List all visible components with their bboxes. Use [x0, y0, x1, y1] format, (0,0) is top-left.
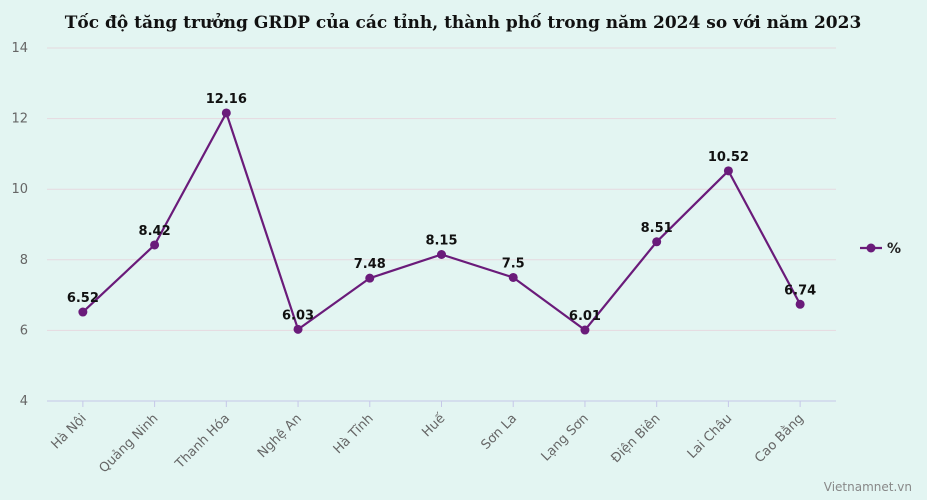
x-tick-label: Hà Tĩnh — [331, 411, 377, 457]
x-tick-label: Nghệ An — [255, 411, 305, 461]
x-tick-label: Cao Bằng — [752, 411, 807, 466]
x-tick-label: Lai Châu — [685, 411, 736, 462]
data-label: 6.74 — [784, 283, 816, 298]
data-point — [652, 237, 662, 247]
x-tick-label: Huế — [419, 411, 448, 440]
legend[interactable]: % — [860, 241, 901, 257]
data-label: 12.16 — [206, 92, 247, 107]
series-line — [82, 111, 802, 332]
grid-lines — [47, 47, 836, 331]
y-tick-label-14: 14 — [11, 41, 28, 56]
data-label: 8.15 — [425, 234, 457, 249]
y-tick-label-10: 10 — [11, 182, 28, 197]
data-label: 6.52 — [67, 291, 99, 306]
data-point — [795, 299, 805, 309]
data-point — [365, 273, 375, 283]
data-point — [78, 307, 88, 317]
data-label: 7.5 — [502, 256, 525, 271]
source-credit: Vietnamnet.vn — [824, 480, 912, 494]
legend-marker — [866, 243, 876, 253]
x-tick-label: Quảng Ninh — [96, 411, 161, 476]
data-point — [150, 240, 160, 250]
data-point — [723, 166, 733, 176]
axes: 4 6 8 10 12 14 Hà Nội Quảng Ninh Thanh Hóa Nghệ A… — [11, 41, 836, 476]
series-layer — [78, 108, 805, 335]
data-point — [580, 325, 590, 335]
data-point — [293, 324, 303, 334]
y-tick-label-8: 8 — [20, 253, 28, 268]
x-tick-label: Lạng Sơn — [539, 411, 592, 464]
x-tick-label: Sơn La — [478, 411, 520, 453]
y-tick-label-4: 4 — [20, 394, 28, 409]
data-label: 10.52 — [708, 150, 749, 165]
y-tick-label-12: 12 — [11, 112, 28, 127]
data-label: 6.01 — [569, 309, 601, 324]
x-tick-label: Hà Nội — [49, 411, 90, 452]
legend-label: % — [887, 241, 901, 257]
data-point — [437, 250, 446, 260]
data-labels: 6.52 8.42 12.16 6.03 7.48 8.15 7.5 6.01 8.51 10.5… — [67, 92, 816, 324]
x-tick-label: Điện Biên — [608, 411, 663, 466]
data-point — [508, 272, 518, 282]
data-label: 7.48 — [354, 257, 386, 272]
data-point — [221, 108, 231, 118]
y-tick-label-6: 6 — [20, 323, 28, 338]
data-label: 6.03 — [282, 308, 314, 323]
data-label: 8.42 — [139, 224, 171, 239]
data-label: 8.51 — [641, 221, 673, 236]
x-tick-label: Thanh Hóa — [172, 411, 233, 472]
chart-title: Tốc độ tăng trưởng GRDP của các tỉnh, th… — [65, 13, 862, 33]
